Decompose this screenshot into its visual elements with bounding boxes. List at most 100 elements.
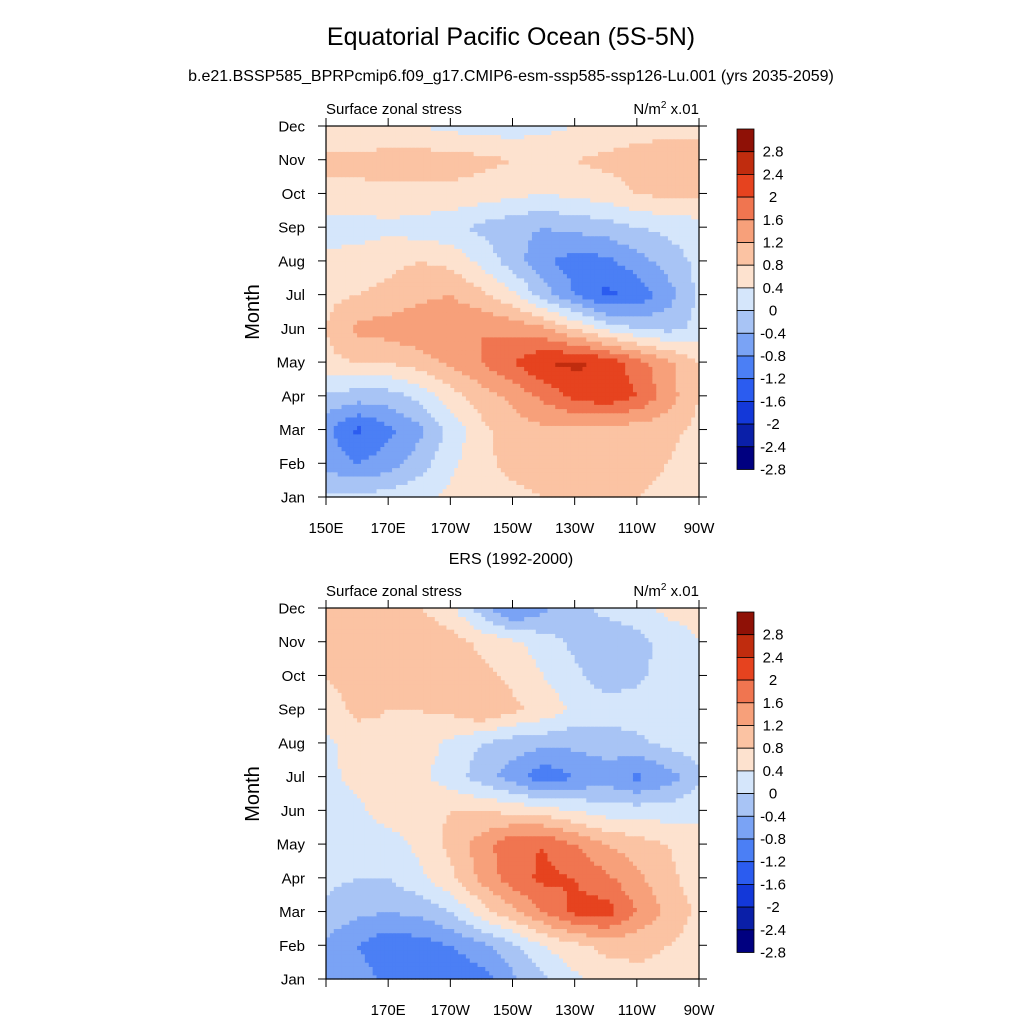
heatmap-cell [528,492,533,498]
heatmap-cell [423,374,428,380]
heatmap-cell [329,378,335,384]
heatmap-cell [516,387,521,393]
heatmap-cell [566,311,572,317]
heatmap-cell [419,290,424,296]
heatmap-cell [629,492,634,498]
heatmap-cell [524,277,529,283]
heatmap-cell [481,446,486,452]
heatmap-cell [461,286,467,292]
heatmap-cell [524,442,529,448]
heatmap-cell [333,488,339,494]
heatmap-cell [395,328,401,334]
heatmap-cell [326,281,331,287]
heatmap-cell [524,281,529,287]
heatmap-cell [675,362,681,367]
heatmap-cell [683,332,688,338]
heatmap-cell [489,332,494,338]
heatmap-cell [695,366,700,372]
heatmap-cell [687,391,692,397]
heatmap-cell [341,425,347,431]
heatmap-cell [695,391,700,397]
heatmap-cell [621,281,626,287]
heatmap-cell [423,366,428,372]
heatmap-cell [644,425,650,431]
heatmap-cell [695,454,700,460]
heatmap-cell [605,437,611,443]
heatmap-cell [368,412,374,418]
heatmap-cell [601,324,607,329]
heatmap-cell [493,383,498,388]
heatmap-cell [341,484,347,490]
heatmap-cell [648,362,653,367]
heatmap-cell [512,459,517,464]
heatmap-cell [632,400,638,405]
heatmap-cell [632,412,638,418]
heatmap-cell [326,349,331,355]
heatmap-cell [578,362,584,367]
heatmap-cell [671,336,677,342]
heatmap-cell [559,311,564,317]
heatmap-cell [438,395,444,401]
heatmap-cell [508,370,514,376]
heatmap-cell [407,315,413,321]
heatmap-cell [384,395,389,401]
heatmap-cell [329,362,335,367]
heatmap-cell [395,298,401,304]
heatmap-cell [481,437,486,443]
heatmap-cell [629,383,634,388]
heatmap-cell [683,281,688,287]
heatmap-cell [605,290,611,296]
heatmap-cell [531,362,537,367]
heatmap-cell [625,475,630,481]
heatmap-cell [640,446,646,452]
heatmap-cell [594,298,599,304]
heatmap-cell [442,395,448,401]
heatmap-cell [679,475,685,481]
heatmap-cell [477,395,483,401]
heatmap-cell [652,387,657,393]
heatmap-cell [679,395,685,401]
heatmap-cell [563,307,568,313]
heatmap-cell [349,387,354,393]
heatmap-cell [392,488,397,494]
heatmap-cell [438,324,444,329]
heatmap-cell [605,433,611,439]
heatmap-cell [458,421,463,426]
heatmap-cell [691,408,696,414]
heatmap-cell [508,366,514,372]
heatmap-cell [496,408,502,414]
heatmap-cell [683,303,688,308]
heatmap-cell [372,311,378,317]
heatmap-cell [520,277,525,283]
heatmap-cell [496,450,502,456]
heatmap-cell [508,303,514,308]
heatmap-cell [652,281,657,287]
heatmap-cell [333,412,339,418]
heatmap-cell [349,459,354,464]
heatmap-cell [489,378,494,384]
heatmap-cell [664,319,669,325]
heatmap-cell [590,378,595,384]
heatmap-cell [691,454,696,460]
heatmap-cell [625,341,630,346]
heatmap-cell [586,442,591,448]
heatmap-cell [621,353,626,359]
heatmap-cell [411,416,416,422]
heatmap-cell [454,395,459,401]
heatmap-cell [357,290,362,296]
heatmap-cell [446,425,451,431]
heatmap-cell [683,484,688,490]
heatmap-cell [376,311,381,317]
heatmap-cell [563,425,568,431]
heatmap-cell [345,374,350,380]
heatmap-cell [399,387,405,393]
heatmap-cell [430,336,436,342]
heatmap-cell [349,307,354,313]
heatmap-cell [539,374,545,380]
heatmap-cell [617,484,622,490]
heatmap-cell [461,290,467,296]
heatmap-cell [547,341,552,346]
heatmap-cell [337,341,343,346]
heatmap-cell [329,307,335,313]
heatmap-cell [605,408,611,414]
